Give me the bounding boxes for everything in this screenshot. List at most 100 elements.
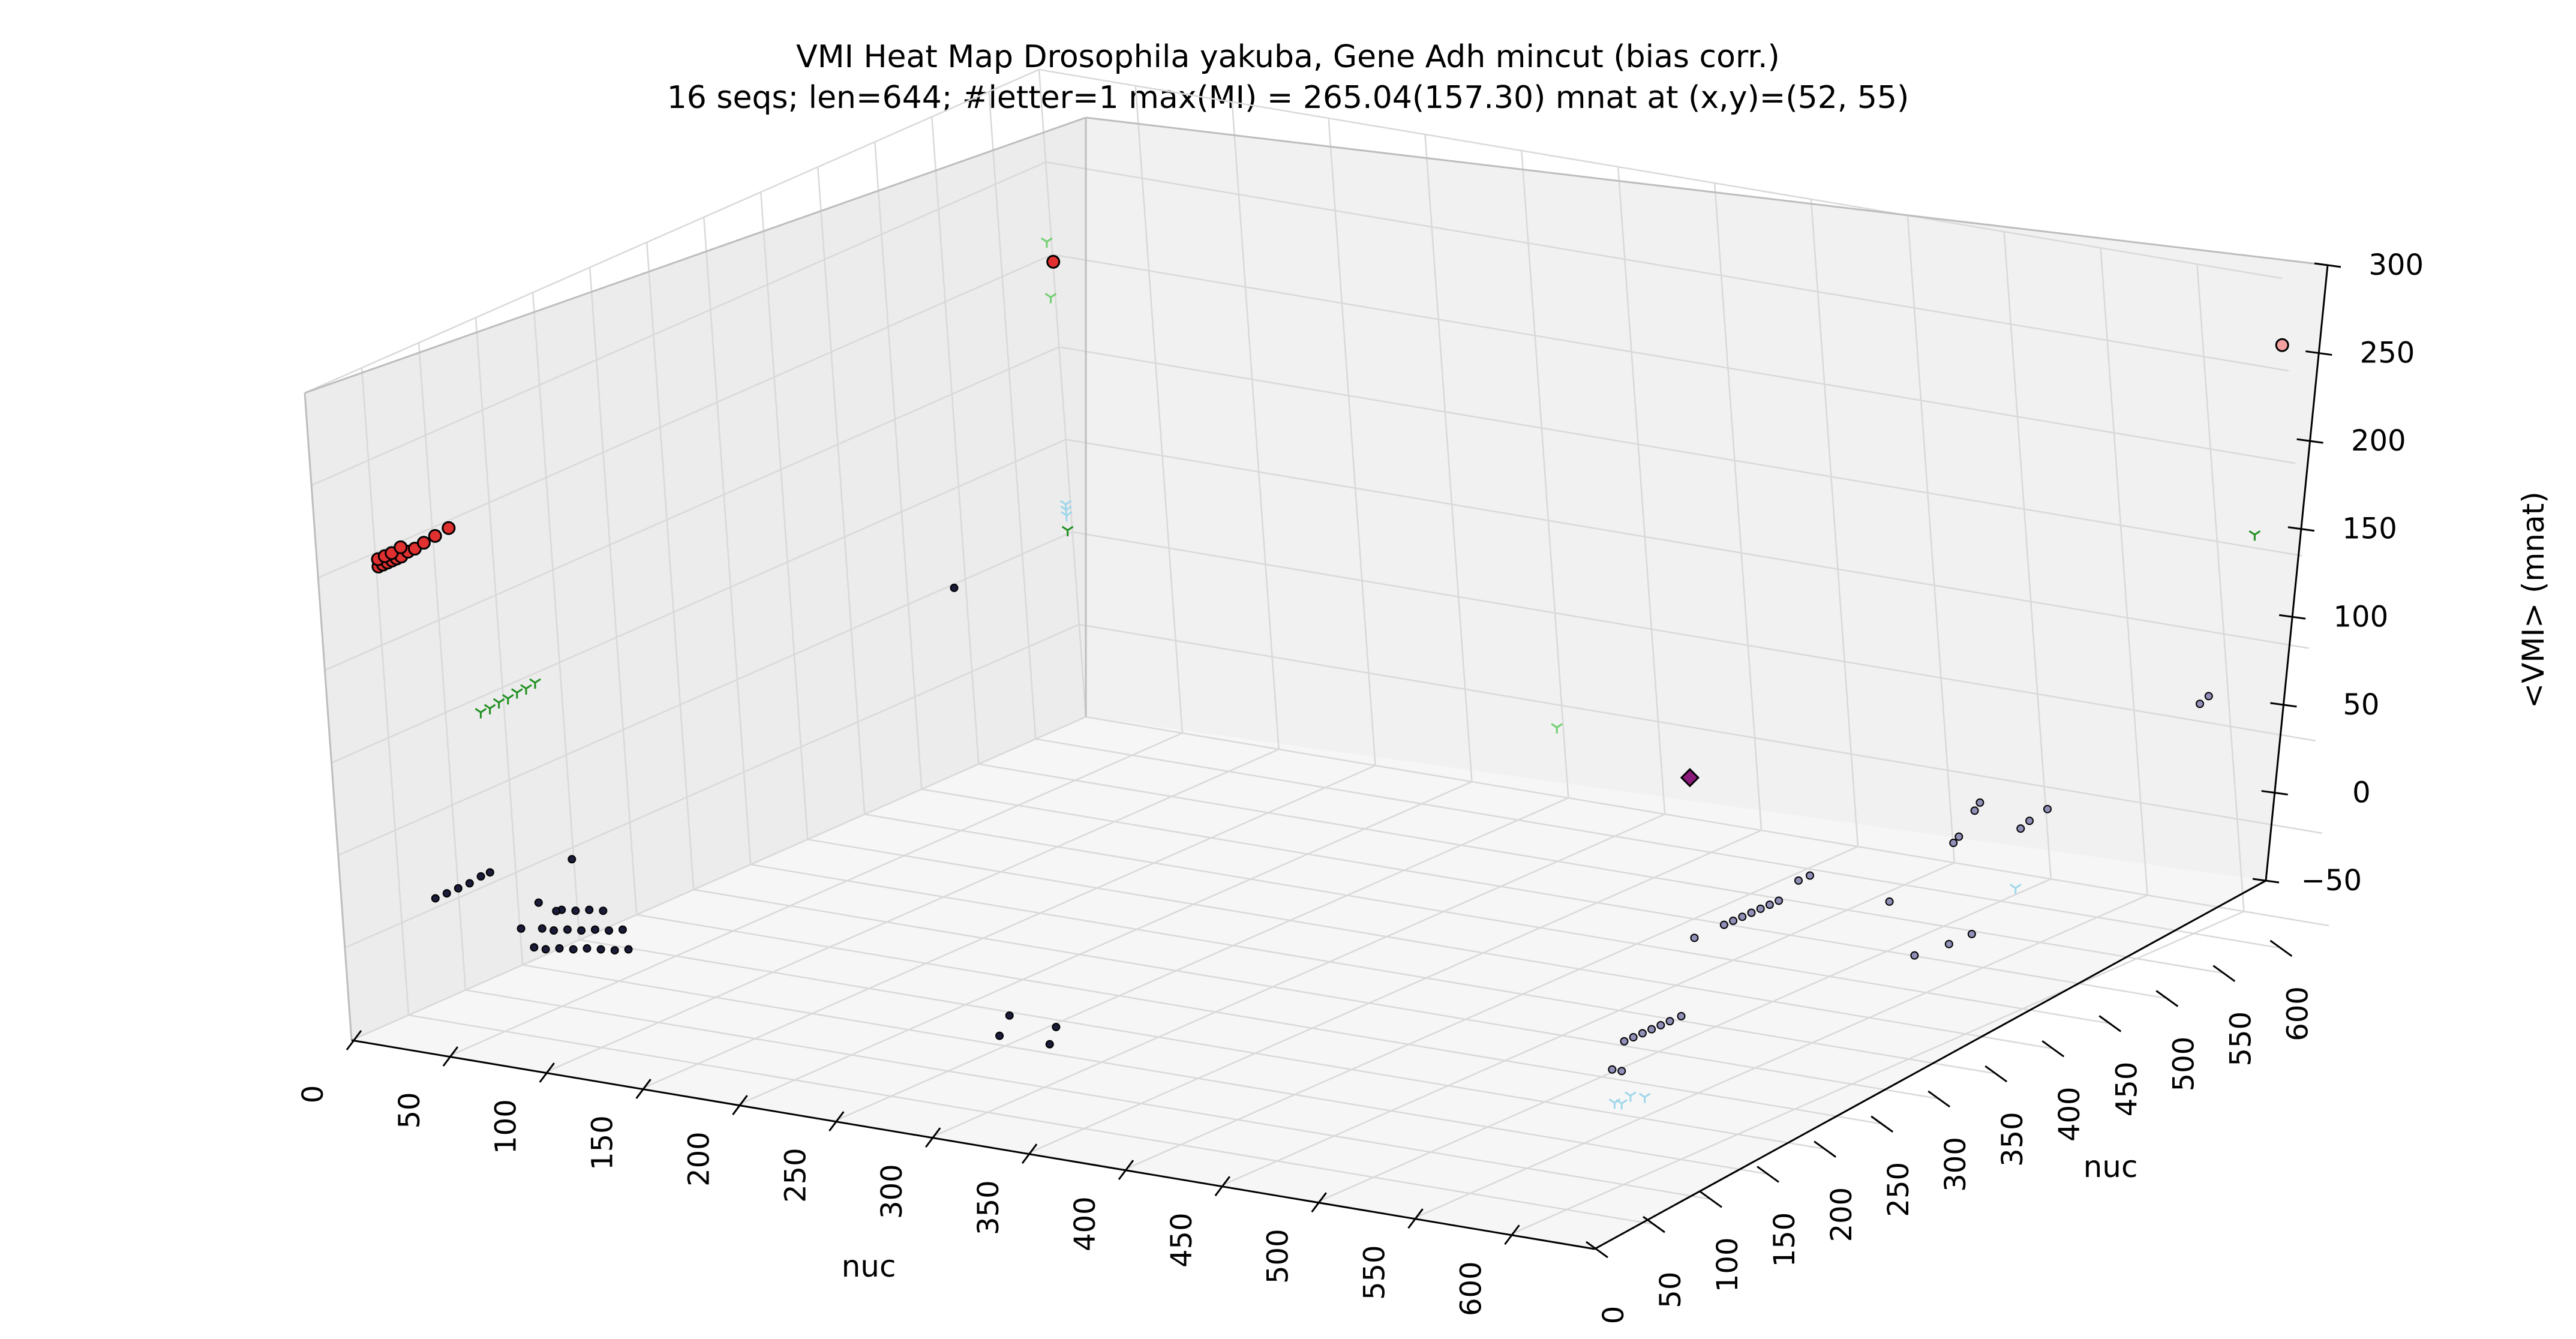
data-point [571, 906, 580, 915]
z-tick [2287, 526, 2315, 532]
x-axis-label: nuc [842, 1249, 896, 1284]
left-grid-line [351, 716, 1086, 1041]
back-grid-line [1713, 183, 1763, 831]
left-grid-line [874, 142, 923, 789]
tri-stroke [1067, 526, 1074, 532]
data-point [590, 925, 599, 934]
data-point [1967, 929, 1976, 938]
data-point [1719, 920, 1728, 929]
data-point [485, 868, 494, 877]
left-grid-line [338, 531, 1073, 856]
z-tick-label: 100 [2334, 600, 2389, 634]
y-tick-label: 550 [2224, 1011, 2257, 1067]
tri-stroke [511, 688, 518, 693]
data-point [1046, 254, 1061, 269]
x-tick-label: 600 [1454, 1261, 1488, 1316]
data-point [1656, 1020, 1665, 1029]
data-point [1629, 1033, 1638, 1042]
back-grid-line [2003, 232, 2052, 879]
back-grid-line [1052, 254, 2296, 464]
left-grid-line [760, 192, 809, 840]
y-tick [2098, 1015, 2122, 1032]
data-point [577, 926, 586, 935]
tri-stroke [1066, 511, 1073, 517]
z-tick-label: 250 [2360, 337, 2415, 370]
floor-grid-line [1316, 878, 2052, 1203]
chart-title-group: VMI Heat Map Drosophila yakuba, Gene Adh… [667, 39, 1910, 116]
left-grid-line [817, 167, 866, 815]
data-point [555, 944, 564, 953]
tri-stroke [489, 704, 496, 709]
x-tick-label: 200 [682, 1131, 716, 1187]
tri-stroke [1065, 500, 1072, 505]
back-grid-line [1085, 716, 2329, 927]
y-tick-label: 450 [2110, 1062, 2143, 1117]
data-point [1775, 896, 1784, 905]
floor-grid-line [1220, 862, 1955, 1187]
data-point [1765, 900, 1774, 909]
y-tick-label: 600 [2281, 986, 2314, 1041]
data-point [1059, 500, 1072, 511]
tri-stroke [1059, 500, 1067, 505]
data-point [2043, 804, 2052, 813]
data-point [1045, 1040, 1054, 1049]
back-grid-line [1134, 85, 1184, 734]
floor-grid-line [737, 780, 1472, 1106]
back-grid-line [1059, 346, 2302, 557]
floor-grid-line [1026, 829, 1762, 1155]
tri-stroke [507, 694, 514, 699]
floor-grid-line [1509, 911, 2244, 1236]
data-point [1794, 876, 1803, 885]
y-tick-label: 250 [1882, 1162, 1916, 1217]
floor-grid-line [807, 838, 2051, 1049]
y-tick-label: 200 [1825, 1187, 1859, 1242]
tick-marks: 0 50 100 150 200 250 300 350 400 450 500 550 600 050 1… [296, 248, 2424, 1324]
data-point [610, 946, 619, 955]
data-point [624, 945, 633, 954]
data-point [1970, 806, 1979, 815]
back-grid-line [2100, 248, 2148, 896]
floor-grid-line [1035, 738, 2279, 949]
x-tick-label: 550 [1358, 1245, 1392, 1300]
left-pane-edge [304, 392, 353, 1041]
tri-stroke [1625, 1091, 1631, 1097]
data-point [1680, 768, 1700, 788]
data-point [538, 924, 547, 933]
y-tick-label: 100 [1711, 1237, 1745, 1292]
chart-title: VMI Heat Map Drosophila yakuba, Gene Adh… [796, 39, 1780, 75]
back-grid-line [1810, 199, 1859, 847]
floor-pane [352, 717, 2266, 1249]
data-point [475, 708, 487, 719]
x-tick-label: 350 [972, 1180, 1005, 1235]
x-tick-label: 100 [490, 1099, 523, 1154]
data-point [1885, 897, 1894, 906]
data-point [431, 894, 440, 903]
data-point [1944, 939, 1953, 948]
z-axis-line [2265, 265, 2329, 881]
tri-stroke [498, 698, 505, 704]
y-tick [1928, 1090, 1951, 1108]
tri-stroke [1616, 1099, 1623, 1104]
tri-stroke [1608, 1098, 1616, 1104]
data-point [568, 855, 577, 864]
data-point [1061, 526, 1074, 536]
tri-stroke [1556, 723, 1563, 728]
left-grid-line [532, 292, 581, 940]
y-axis-label: nuc [2083, 1149, 2138, 1184]
back-grid-line [1617, 167, 1666, 815]
data-point [520, 684, 532, 695]
y-tick-label: 50 [1654, 1272, 1688, 1308]
left-grid-line [317, 254, 1053, 579]
y-tick [1700, 1191, 1722, 1208]
z-axis-label: <VMI> (mnat) [2516, 491, 2551, 708]
data-point [517, 924, 526, 933]
tri-stroke [2009, 884, 2016, 889]
floor-grid-line [465, 989, 1709, 1200]
y-tick [1586, 1241, 1608, 1259]
x-tick [1021, 1143, 1038, 1164]
tri-stroke [1551, 723, 1557, 728]
tri-stroke [526, 684, 532, 690]
data-point [1729, 916, 1738, 925]
data-point [1975, 798, 1984, 807]
left-grid-line [331, 439, 1067, 764]
